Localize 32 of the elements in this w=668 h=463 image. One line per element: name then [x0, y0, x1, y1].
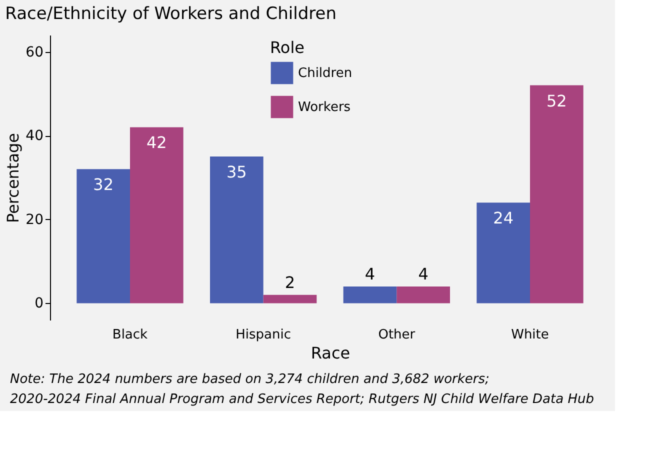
data-label: 4	[364, 264, 376, 284]
data-label: 24	[493, 208, 514, 228]
legend-title: Role	[270, 38, 304, 57]
text: Note: The 2024 numbers are based on 3,274 children and 3,682 workers;	[10, 372, 490, 387]
chart-title: Race/Ethnicity of Workers and Children	[5, 4, 337, 24]
data-label: 52	[546, 91, 567, 110]
x-tick-label: Black	[112, 328, 148, 342]
x-tick-label: White	[511, 328, 549, 342]
y-tick-label: 40	[26, 128, 44, 144]
legend-label: Workers	[298, 100, 351, 115]
data-label: 35	[226, 162, 247, 182]
bar	[476, 202, 530, 304]
data-label: 2	[284, 272, 296, 292]
data-label: 32	[93, 175, 114, 194]
bar	[210, 156, 264, 304]
legend-label: Children	[298, 66, 352, 81]
x-tick-label: Hispanic	[236, 328, 292, 342]
bar	[76, 169, 130, 304]
y-tick-label: 20	[26, 212, 44, 228]
data-label: 4	[418, 264, 428, 284]
y-tick-label: 60	[26, 44, 44, 60]
x-axis-title: Race	[310, 344, 350, 362]
y-tick-label: 0	[34, 296, 44, 312]
y-axis-title: Percentage	[4, 132, 23, 224]
bar	[343, 286, 397, 304]
bar	[130, 127, 184, 304]
bar	[263, 294, 317, 304]
bar	[396, 286, 450, 304]
text: 2020-2024 Final Annual Program and Services Report; Rutgers NJ Child Welfare Data Hub	[10, 392, 594, 407]
data-label: 42	[146, 133, 167, 152]
x-tick-label: Other	[378, 328, 416, 342]
bar	[530, 85, 584, 304]
